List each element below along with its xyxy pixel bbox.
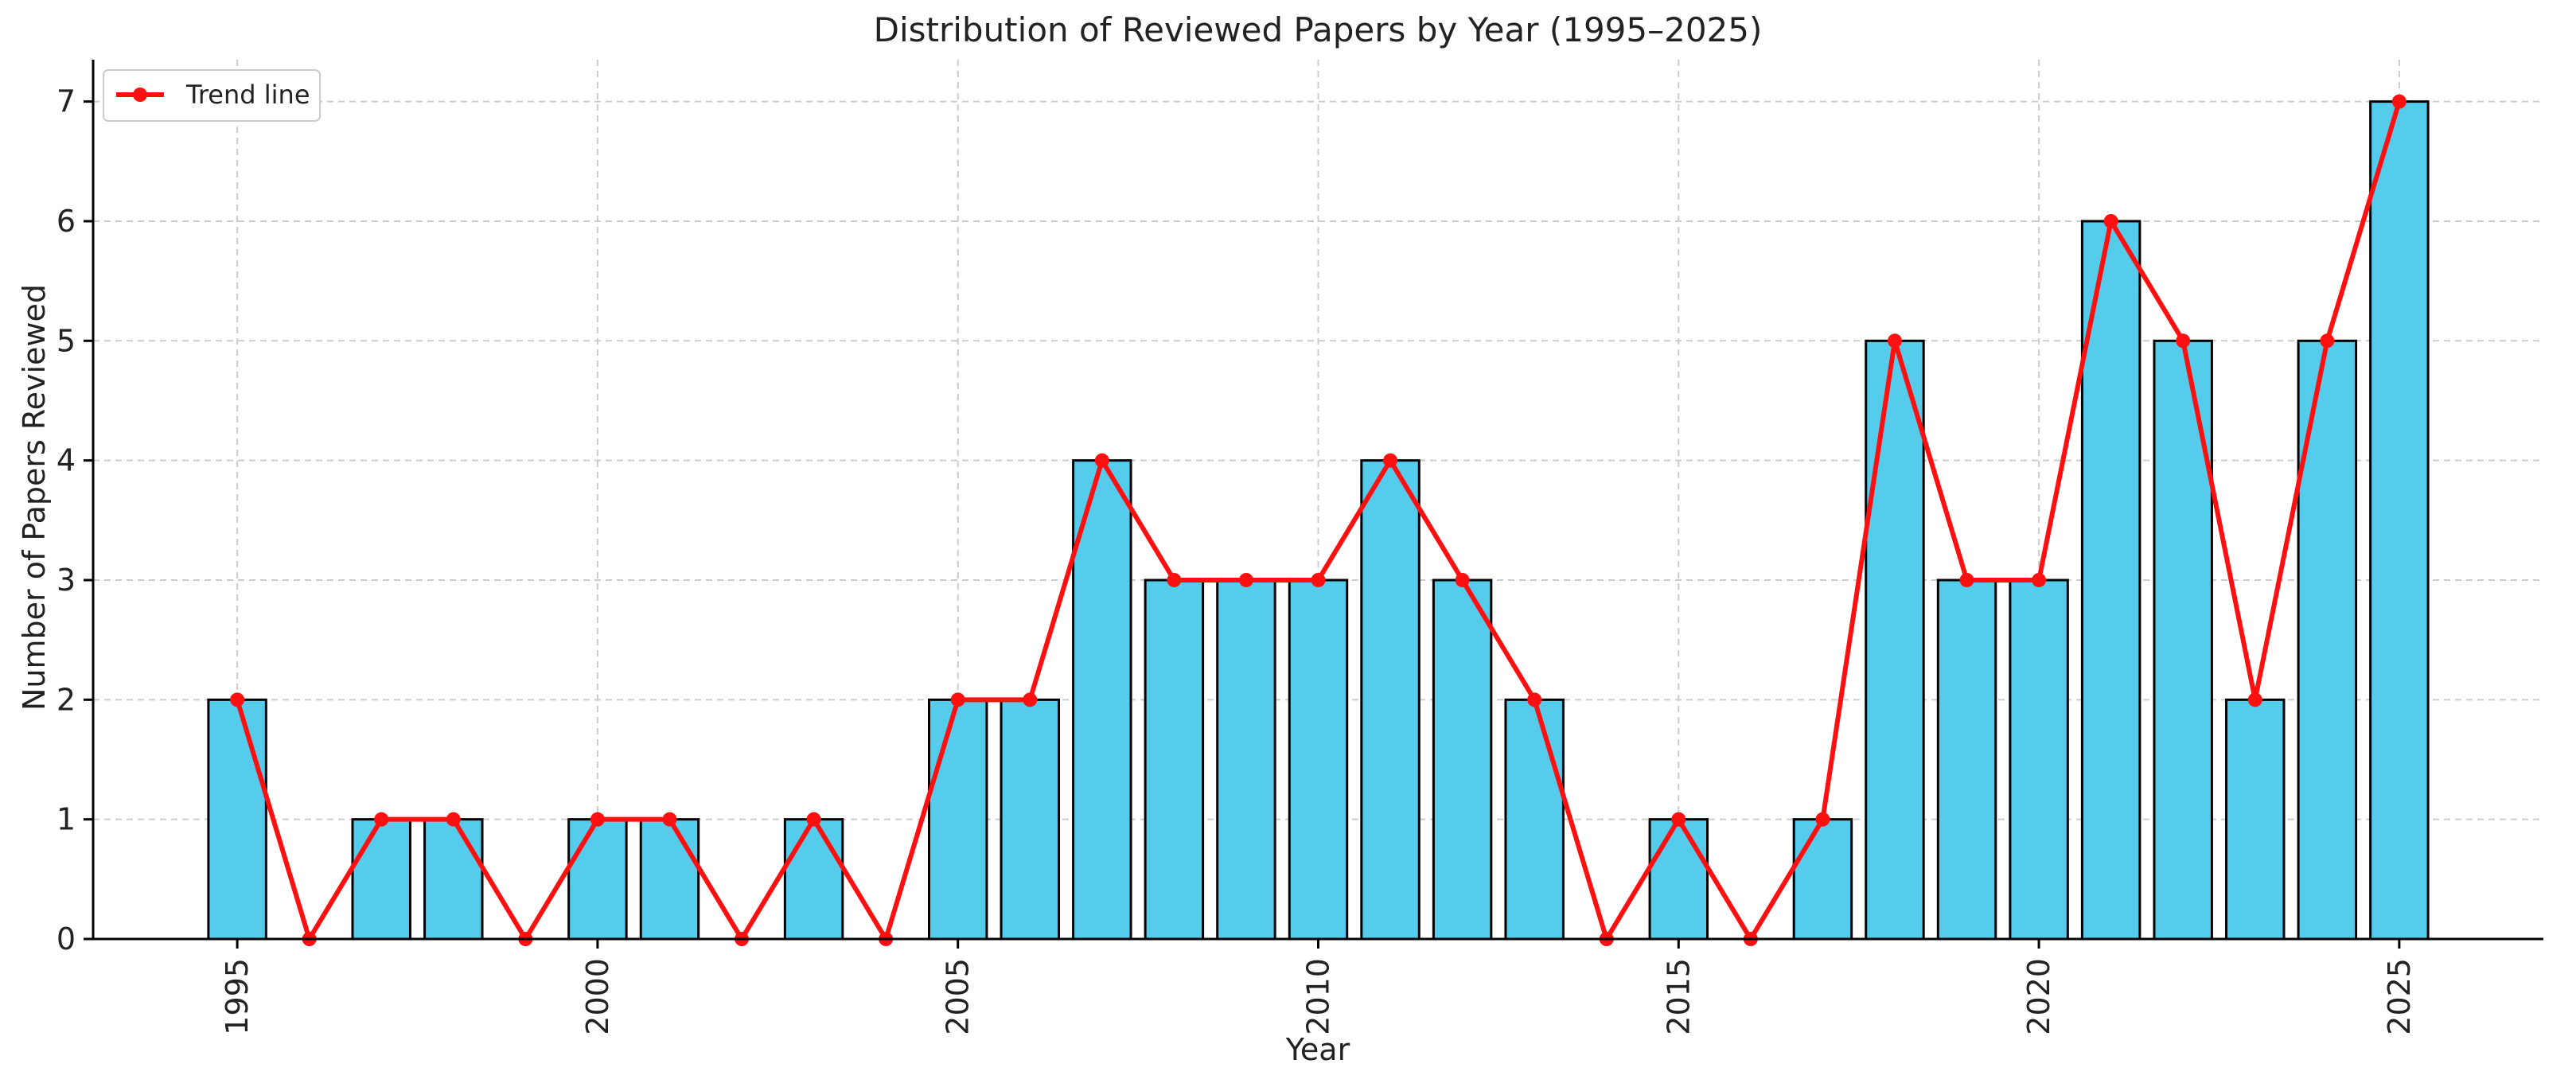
x-tick-label: 2025	[2382, 958, 2417, 1035]
y-axis-label: Number of Papers Reviewed	[17, 284, 52, 711]
bar-2006	[1000, 698, 1060, 941]
chart-title: Distribution of Reviewed Papers by Year …	[874, 10, 1763, 49]
bar-1997	[351, 818, 411, 941]
trend-point-1997	[374, 812, 389, 827]
y-tick-label: 3	[57, 563, 76, 598]
y-tick-label: 5	[57, 323, 76, 358]
legend-box	[103, 69, 321, 122]
bar-2011	[1360, 459, 1421, 941]
bar-2000	[567, 818, 628, 941]
trend-point-2024	[2320, 333, 2335, 349]
bar-2021	[2080, 220, 2141, 941]
y-tick-label: 7	[57, 84, 76, 119]
legend: Trend line	[103, 69, 321, 122]
trend-point-2020	[2032, 572, 2047, 587]
bar-2001	[639, 818, 700, 941]
trend-point-1998	[446, 812, 461, 827]
bar-2025	[2369, 100, 2430, 941]
bar-2023	[2225, 698, 2286, 941]
y-tick-label: 6	[57, 204, 76, 239]
y-tick-label: 1	[57, 802, 76, 837]
bar-2005	[927, 698, 988, 941]
bar-2012	[1432, 579, 1493, 941]
bar-2009	[1216, 579, 1276, 941]
trend-point-2007	[1094, 453, 1109, 468]
x-tick-label: 2005	[941, 958, 976, 1035]
bar-2013	[1504, 698, 1565, 941]
trend-point-2023	[2247, 692, 2262, 707]
trend-point-2005	[950, 692, 965, 707]
bar-1995	[207, 698, 267, 941]
bar-2008	[1144, 579, 1205, 941]
bar-2010	[1288, 579, 1349, 941]
bar-2003	[783, 818, 844, 941]
trend-point-2013	[1527, 692, 1542, 707]
bar-2019	[1936, 579, 1997, 941]
x-tick-label: 2015	[1661, 958, 1696, 1035]
trend-point-2006	[1023, 692, 1038, 707]
x-axis-label: Year	[1285, 1032, 1350, 1067]
trend-point-2011	[1383, 453, 1398, 468]
trend-point-1995	[230, 692, 245, 707]
trend-point-2008	[1167, 572, 1182, 587]
y-tick-label: 0	[57, 921, 76, 956]
bar-2017	[1792, 818, 1853, 941]
x-tick-label: 2020	[2021, 958, 2056, 1035]
x-tick-label: 2010	[1301, 958, 1336, 1035]
trend-point-2003	[806, 812, 821, 827]
ticks: 0 1 2 3 4 5 6 7 1995 2000 2005 2010 2015 2020 2025	[57, 84, 2417, 1035]
bars	[207, 100, 2430, 941]
x-tick-label: 2000	[580, 958, 615, 1035]
bar-2018	[1865, 339, 1925, 941]
y-tick-label: 2	[57, 682, 76, 717]
trend-point-2021	[2103, 213, 2118, 228]
trend-point-2019	[1959, 572, 1974, 587]
trend-point-2017	[1815, 812, 1830, 827]
legend-marker-swatch	[133, 88, 147, 102]
y-tick-label: 4	[57, 443, 76, 478]
trend-point-2012	[1455, 572, 1470, 587]
trend-point-2010	[1311, 572, 1326, 587]
trend-point-2018	[1887, 333, 1902, 349]
trend-point-2015	[1671, 812, 1686, 827]
legend-label-trend-line: Trend line	[185, 80, 310, 110]
trend-point-2025	[2391, 94, 2406, 109]
trend-point-2001	[662, 812, 677, 827]
bar-2020	[2009, 579, 2069, 941]
trend-point-2022	[2176, 333, 2191, 349]
bar-1998	[423, 818, 484, 941]
trend-point-2009	[1238, 572, 1253, 587]
x-tick-label: 1995	[220, 958, 255, 1035]
trend-point-2000	[590, 812, 605, 827]
bar-2015	[1648, 818, 1709, 941]
